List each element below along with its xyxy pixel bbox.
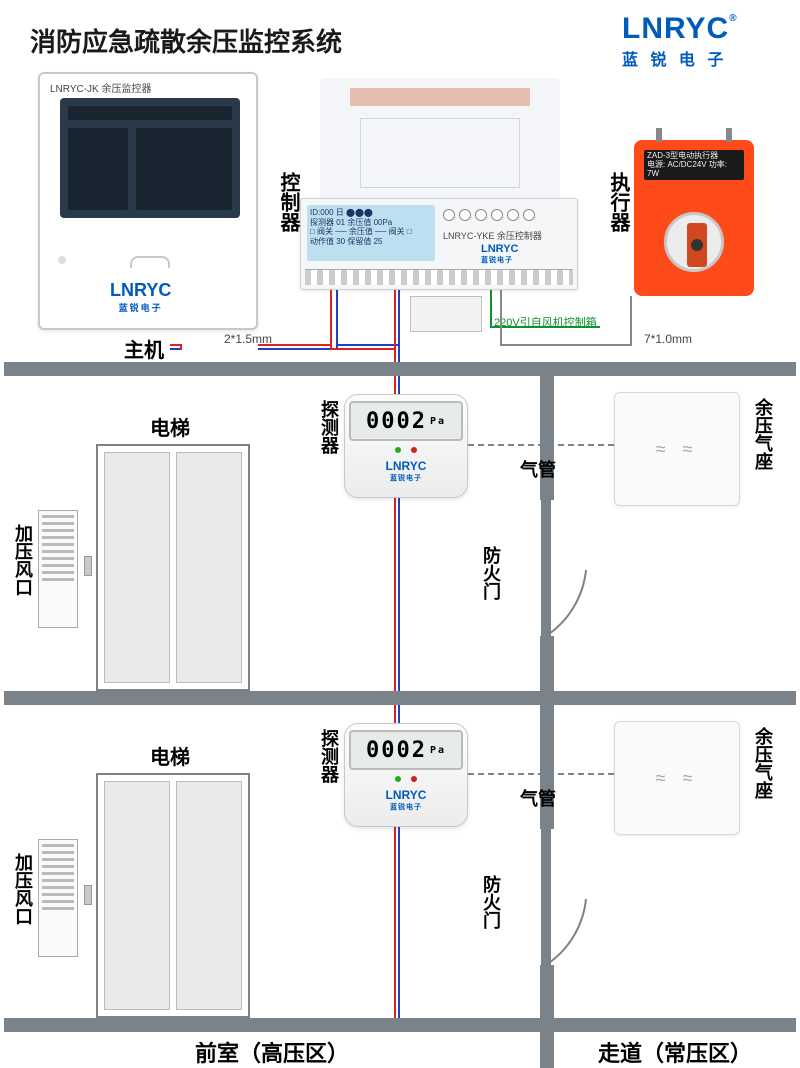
ctrl-btn[interactable] <box>523 209 535 221</box>
detector-brand: LNRYC <box>349 459 463 473</box>
detector-unit: Pa <box>430 745 446 756</box>
ctrl-btn[interactable] <box>507 209 519 221</box>
brand-sub: 蓝 锐 电 子 <box>622 46 738 70</box>
elevator-button[interactable] <box>84 556 92 576</box>
detector-unit: Pa <box>430 416 446 427</box>
pressure-seat: ≈ ≈ <box>614 392 740 506</box>
pipe-label: 气管 <box>520 456 556 482</box>
elevator <box>96 773 250 1018</box>
fire-door-arc <box>500 500 590 640</box>
pressure-vent <box>38 839 78 957</box>
actuator-device: ZAD-3型电动执行器 电源: AC/DC24V 功率: 7W <box>634 140 754 296</box>
actuator-label: 执行器 <box>604 172 633 232</box>
page-title: 消防应急疏散余压监控系统 <box>30 22 342 59</box>
wall <box>4 691 796 705</box>
controller-buttons <box>443 209 535 221</box>
detector-label: 探测器 <box>316 400 342 454</box>
seat-label: 余压气座 <box>750 727 776 799</box>
detector-brand-sub: 蓝锐电子 <box>349 473 463 483</box>
host-device: LNRYC-JK 余压监控器 LNRYC 蓝锐电子 <box>38 72 258 330</box>
detector-device: 0002Pa LNRYC 蓝锐电子 <box>344 723 468 827</box>
host-screen <box>60 98 240 218</box>
wall <box>4 1018 796 1032</box>
vent-label: 加压风口 <box>10 853 36 925</box>
host-brand: LNRYC 蓝锐电子 <box>110 280 171 314</box>
actuator-model: ZAD-3型电动执行器 电源: AC/DC24V 功率: 7W <box>644 150 744 180</box>
zone-left-label: 前室（高压区） <box>4 1036 540 1068</box>
wall <box>540 636 554 691</box>
pipe-line <box>468 444 614 446</box>
detector-label: 探测器 <box>316 729 342 783</box>
ctrl-btn[interactable] <box>443 209 455 221</box>
terminal-strip <box>305 269 573 285</box>
pipe-line <box>468 773 614 775</box>
elevator-label: 电梯 <box>150 412 190 441</box>
controller-brand: LNRYC 蓝锐电子 <box>481 243 518 265</box>
speaker-icon <box>58 256 66 264</box>
host-brand-sub: 蓝锐电子 <box>110 301 171 314</box>
ctrl-btn[interactable] <box>475 209 487 221</box>
zone-right-label: 走道（常压区） <box>554 1036 796 1068</box>
pressure-vent <box>38 510 78 628</box>
wire2-label: 7*1.0mm <box>644 332 692 346</box>
controller-lcd: ID:000 日 ⬤⬤⬤ 探测器 01 余压值 00Pa □ 阀关 ── 余压值… <box>307 205 435 261</box>
host-label: 主机 <box>124 334 164 363</box>
brand-logo: LNRYC® 蓝 锐 电 子 <box>622 14 738 70</box>
controller-model: LNRYC-YKE 余压控制器 <box>443 229 542 242</box>
ctrl-btn[interactable] <box>491 209 503 221</box>
elevator <box>96 444 250 691</box>
elevator-button[interactable] <box>84 885 92 905</box>
ctrl-btn[interactable] <box>459 209 471 221</box>
vent-label: 加压风口 <box>10 524 36 596</box>
brand-name: LNRYC <box>622 12 729 45</box>
controller-device: ID:000 日 ⬤⬤⬤ 探测器 01 余压值 00Pa □ 阀关 ── 余压值… <box>300 198 578 290</box>
seat-label: 余压气座 <box>750 398 776 470</box>
wall <box>4 362 796 376</box>
elevator-label: 电梯 <box>150 741 190 770</box>
wall <box>540 965 554 1018</box>
detector-reading: 0002 <box>366 738 427 763</box>
brand-r: ® <box>729 13 737 24</box>
detector-device: 0002Pa LNRYC 蓝锐电子 <box>344 394 468 498</box>
controller-label: 控制器 <box>274 172 303 232</box>
actuator-knob <box>664 212 724 272</box>
pressure-seat: ≈ ≈ <box>614 721 740 835</box>
fan-control-ghost <box>410 296 482 332</box>
pipe-label: 气管 <box>520 785 556 811</box>
fire-door-arc <box>500 829 590 969</box>
host-model: LNRYC-JK 余压监控器 <box>50 80 152 95</box>
detector-reading: 0002 <box>366 409 427 434</box>
slot-icon <box>130 256 170 268</box>
